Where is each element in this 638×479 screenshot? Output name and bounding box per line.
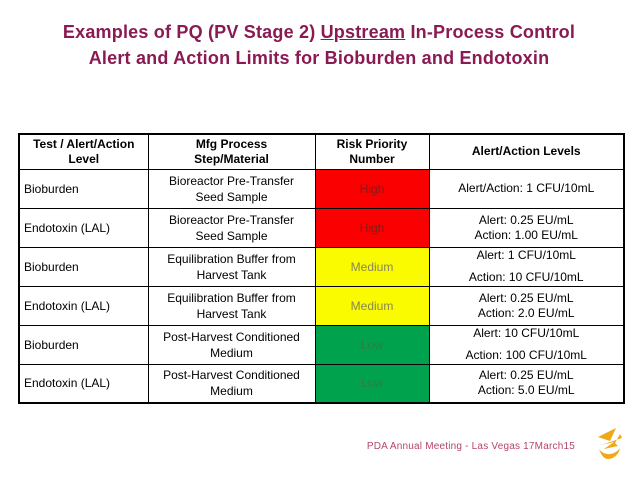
- title-line1-pre: Examples of PQ (PV Stage 2): [62, 22, 321, 42]
- rpn-cell: Low: [314, 324, 430, 365]
- step-cell: Bioreactor Pre-Transfer Seed Sample: [147, 207, 316, 248]
- logo-shape-middle: [601, 434, 622, 449]
- table-row: Bioburden Post-Harvest Conditioned Mediu…: [18, 324, 625, 365]
- rpn-cell: Medium: [314, 246, 430, 287]
- test-cell: Endotoxin (LAL): [18, 285, 149, 326]
- logo-shape-top: [598, 428, 616, 441]
- levels-cell: Alert: 0.25 EU/mL Action: 2.0 EU/mL: [428, 285, 625, 326]
- levels-cell: Alert: 1 CFU/10mL Action: 10 CFU/10mL: [428, 246, 625, 287]
- step-cell: Equilibration Buffer from Harvest Tank: [147, 246, 316, 287]
- title-line1-post: In-Process Control: [405, 22, 576, 42]
- col-header-levels: Alert/Action Levels: [428, 133, 625, 170]
- test-cell: Bioburden: [18, 168, 149, 209]
- step-cell: Post-Harvest Conditioned Medium: [147, 324, 316, 365]
- test-cell: Bioburden: [18, 246, 149, 287]
- rpn-cell: Medium: [314, 285, 430, 326]
- table-row: Bioburden Bioreactor Pre-Transfer Seed S…: [18, 168, 625, 209]
- levels-cell: Alert: 10 CFU/10mL Action: 100 CFU/10mL: [428, 324, 625, 365]
- table-header-row: Test / Alert/Action Level Mfg Process St…: [18, 133, 625, 170]
- rpn-cell: High: [314, 168, 430, 209]
- table-row: Endotoxin (LAL) Equilibration Buffer fro…: [18, 285, 625, 326]
- logo-shape-bottom: [599, 448, 620, 459]
- footer-credit: PDA Annual Meeting - Las Vegas 17March15: [366, 441, 575, 452]
- levels-cell: Alert/Action: 1 CFU/10mL: [428, 168, 625, 209]
- levels-cell: Alert: 0.25 EU/mL Action: 1.00 EU/mL: [428, 207, 625, 248]
- page-title: Examples of PQ (PV Stage 2) Upstream In-…: [8, 19, 630, 71]
- title-upstream-underlined: Upstream: [320, 22, 406, 42]
- rpn-cell: Low: [314, 363, 430, 404]
- table-row: Endotoxin (LAL) Post-Harvest Conditioned…: [18, 363, 625, 404]
- astrazeneca-logo: [598, 428, 622, 459]
- test-cell: Endotoxin (LAL): [18, 363, 149, 404]
- step-cell: Bioreactor Pre-Transfer Seed Sample: [147, 168, 316, 209]
- table-row: Bioburden Equilibration Buffer from Harv…: [18, 246, 625, 287]
- rpn-cell: High: [314, 207, 430, 248]
- step-cell: Equilibration Buffer from Harvest Tank: [147, 285, 316, 326]
- col-header-rpn: Risk Priority Number: [314, 133, 430, 170]
- title-line2: Alert and Action Limits for Bioburden an…: [88, 48, 550, 68]
- alert-action-limits-table: Test / Alert/Action Level Mfg Process St…: [18, 133, 625, 404]
- col-header-step: Mfg Process Step/Material: [147, 133, 316, 170]
- step-cell: Post-Harvest Conditioned Medium: [147, 363, 316, 404]
- col-header-test: Test / Alert/Action Level: [18, 133, 149, 170]
- test-cell: Bioburden: [18, 324, 149, 365]
- table-row: Endotoxin (LAL) Bioreactor Pre-Transfer …: [18, 207, 625, 248]
- levels-cell: Alert: 0.25 EU/mL Action: 5.0 EU/mL: [428, 363, 625, 404]
- test-cell: Endotoxin (LAL): [18, 207, 149, 248]
